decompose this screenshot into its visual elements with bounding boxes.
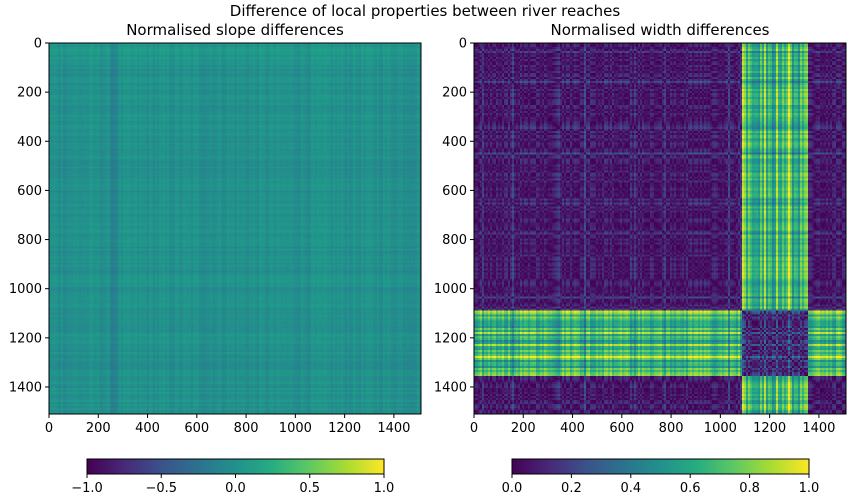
slope-x-tick-label: 800 xyxy=(234,421,259,436)
slope-colorbar-tick-label: 1.0 xyxy=(374,481,395,496)
slope-x-tick-label: 400 xyxy=(135,421,160,436)
slope-colorbar-gradient xyxy=(86,458,385,475)
width-panel: Normalised width differences 0 200 400 600 8… xyxy=(434,21,847,436)
slope-y-tick-label: 400 xyxy=(17,135,42,150)
slope-panel-frame xyxy=(48,42,422,415)
slope-colorbar-tick-label: −1.0 xyxy=(71,481,103,496)
width-colorbar-gradient xyxy=(511,458,810,475)
slope-x-tick-label: 1200 xyxy=(328,421,361,436)
figure-suptitle: Difference of local properties between r… xyxy=(230,2,621,20)
width-x-tick-label: 400 xyxy=(560,421,585,436)
slope-panel: Normalised slope differences 0 200 400 600 8… xyxy=(9,21,422,436)
width-x-tick-label: 1400 xyxy=(802,421,835,436)
width-panel-frame xyxy=(473,42,847,415)
width-y-ticks: 0 200 400 600 800 1000 1200 1400 xyxy=(434,37,474,395)
width-y-tick-label: 400 xyxy=(442,135,467,150)
width-x-tick-label: 0 xyxy=(470,421,478,436)
slope-colorbar-tick-label: 0.5 xyxy=(299,481,320,496)
slope-colorbar: −1.0 −0.5 0.0 0.5 1.0 xyxy=(71,458,394,496)
width-colorbar-ticks: 0.0 0.2 0.4 0.6 0.8 1.0 xyxy=(502,474,820,496)
width-x-ticks: 0 200 400 600 800 1000 1200 1400 xyxy=(470,414,835,436)
width-panel-title: Normalised width differences xyxy=(550,21,769,39)
slope-y-tick-label: 1200 xyxy=(9,331,42,346)
slope-y-ticks: 0 200 400 600 800 1000 1200 1400 xyxy=(9,37,49,395)
slope-y-tick-label: 1400 xyxy=(9,380,42,395)
width-colorbar-tick-label: 1.0 xyxy=(799,481,820,496)
slope-y-tick-label: 0 xyxy=(34,37,42,52)
slope-y-tick-label: 800 xyxy=(17,233,42,248)
slope-x-tick-label: 200 xyxy=(86,421,111,436)
slope-y-tick-label: 1000 xyxy=(9,282,42,297)
width-y-tick-label: 200 xyxy=(442,86,467,101)
width-colorbar: 0.0 0.2 0.4 0.6 0.8 1.0 xyxy=(502,458,820,496)
width-colorbar-tick-label: 0.6 xyxy=(680,481,701,496)
slope-panel-title: Normalised slope differences xyxy=(126,21,344,39)
slope-y-tick-label: 200 xyxy=(17,86,42,101)
width-x-tick-label: 200 xyxy=(511,421,536,436)
slope-colorbar-tick-label: 0.0 xyxy=(225,481,246,496)
width-x-tick-label: 1200 xyxy=(753,421,786,436)
slope-x-ticks: 0 200 400 600 800 1000 1200 1400 xyxy=(45,414,410,436)
width-x-tick-label: 1000 xyxy=(704,421,737,436)
slope-y-tick-label: 600 xyxy=(17,184,42,199)
slope-x-tick-label: 600 xyxy=(184,421,209,436)
width-colorbar-tick-label: 0.0 xyxy=(502,481,523,496)
slope-heatmap xyxy=(49,43,421,414)
width-y-tick-label: 600 xyxy=(442,184,467,199)
width-y-tick-label: 800 xyxy=(442,233,467,248)
slope-colorbar-ticks: −1.0 −0.5 0.0 0.5 1.0 xyxy=(71,474,394,496)
width-heatmap xyxy=(474,43,846,414)
slope-x-tick-label: 0 xyxy=(45,421,53,436)
slope-x-tick-label: 1400 xyxy=(377,421,410,436)
width-colorbar-tick-label: 0.4 xyxy=(620,481,641,496)
width-colorbar-tick-label: 0.8 xyxy=(739,481,760,496)
width-y-tick-label: 1200 xyxy=(434,331,467,346)
slope-x-tick-label: 1000 xyxy=(279,421,312,436)
width-y-tick-label: 0 xyxy=(459,37,467,52)
width-x-tick-label: 600 xyxy=(609,421,634,436)
slope-colorbar-tick-label: −0.5 xyxy=(145,481,177,496)
width-colorbar-tick-label: 0.2 xyxy=(561,481,582,496)
width-x-tick-label: 800 xyxy=(659,421,684,436)
width-y-tick-label: 1000 xyxy=(434,282,467,297)
width-y-tick-label: 1400 xyxy=(434,380,467,395)
